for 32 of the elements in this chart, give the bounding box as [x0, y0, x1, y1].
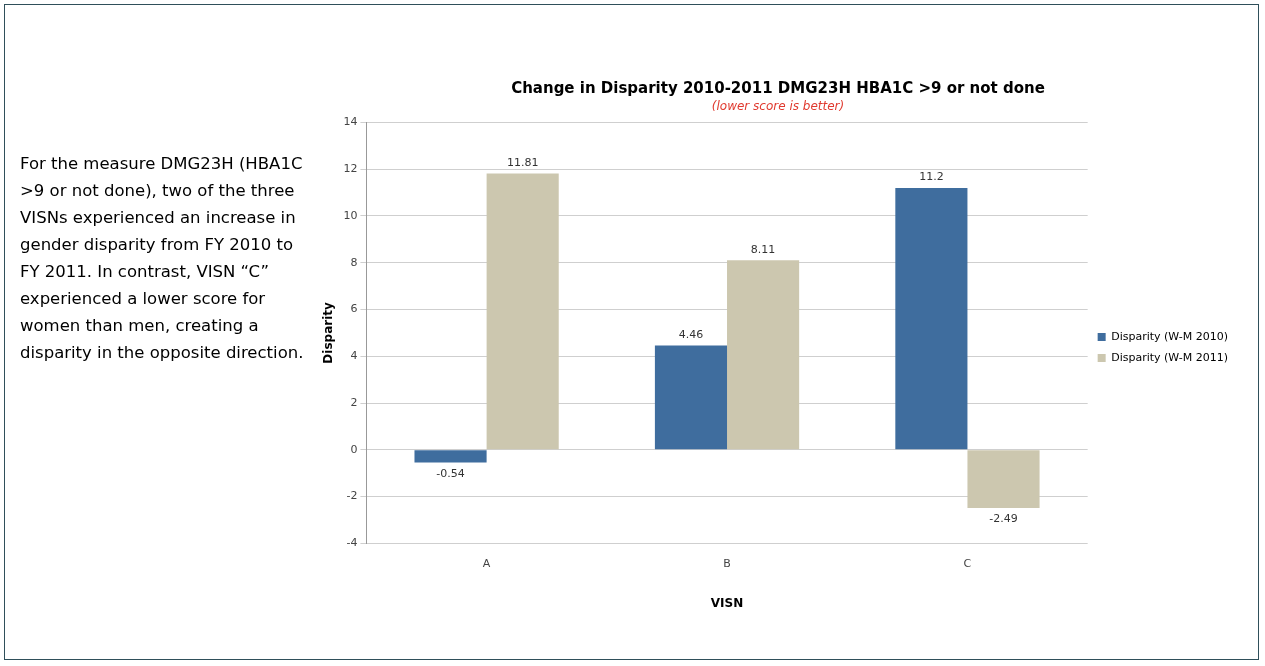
data-label: 8.11 [750, 242, 776, 256]
data-label: 11.81 [506, 155, 539, 169]
y-tick-label: 2 [350, 395, 358, 409]
data-label: -2.49 [989, 512, 1018, 526]
y-tick-label: 4 [350, 349, 358, 363]
data-label: -0.54 [436, 466, 465, 480]
x-tick-label: C [963, 556, 972, 570]
bar [654, 345, 728, 450]
y-tick-label: 10 [343, 208, 358, 222]
chart-title: Change in Disparity 2010-2011 DMG23H HBA1C >9 or not done [511, 78, 1045, 97]
x-axis-title: VISN [710, 595, 744, 610]
y-tick-label: 12 [343, 162, 358, 176]
bar [895, 187, 968, 450]
y-tick-label: 8 [350, 255, 358, 269]
data-label: 11.2 [919, 170, 944, 184]
bar [414, 450, 487, 463]
legend-label: Disparity (W-M 2010) [1111, 329, 1228, 343]
y-tick-label: 14 [343, 115, 358, 129]
y-tick-label: 6 [350, 302, 358, 316]
x-tick-label: A [482, 556, 491, 570]
y-tick-label: -2 [346, 489, 358, 503]
data-label: 4.46 [678, 327, 704, 341]
y-tick-label: -4 [346, 536, 358, 550]
legend-label: Disparity (W-M 2011) [1111, 350, 1228, 364]
bar [486, 173, 559, 450]
bar [727, 260, 800, 450]
y-axis-title: Disparity [321, 301, 336, 364]
y-tick-label: 0 [350, 442, 358, 456]
chart-subtitle: (lower score is better) [711, 99, 845, 114]
x-tick-label: B [723, 556, 731, 570]
bar [967, 450, 1040, 509]
text: For the measure DMG23H (HBA1C >9 or not done), two of the three VISNs experienced an increase in gender disparity from FY 2010 to FY 2011. In contrast, VISN “C” experienced a lower score for women than men, creating a disparity in the opposite direction. [20, 153, 305, 364]
